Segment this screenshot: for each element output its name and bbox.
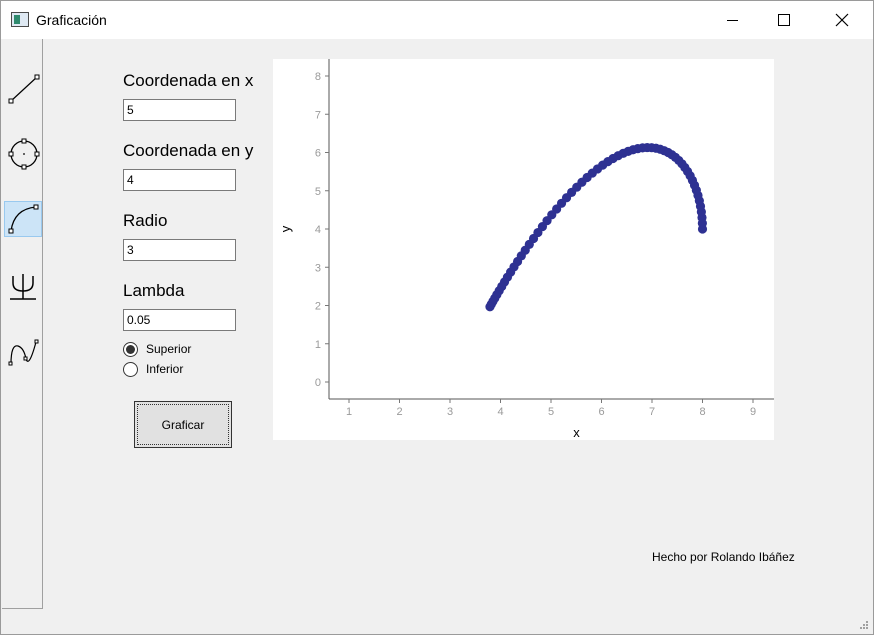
close-button[interactable] [819,1,865,39]
curve-icon [8,339,39,366]
radio-selected-dot [126,344,135,354]
minimize-button[interactable] [709,1,755,39]
radio-inferior-label: Inferior [146,362,184,376]
data-point [485,302,495,312]
circle-icon [8,138,40,170]
y-tick-label: 5 [315,186,321,198]
x-axis-title: x [573,425,580,440]
y-tick-label: 3 [315,262,321,274]
plot-area: 1 2 3 4 5 6 7 8 9 0 1 2 3 4 5 6 7 8 x y [273,59,774,440]
y-tick-label: 4 [315,224,321,236]
radio-superior[interactable]: Superior [123,340,191,358]
tool-sidebar [2,39,43,609]
y-tick-label: 7 [315,109,321,121]
x-tick-label: 5 [548,406,554,418]
x-tick-label: 7 [649,406,655,418]
psi-icon [10,274,36,300]
graficar-button[interactable]: Graficar [134,401,232,448]
radio-inferior-circle[interactable] [123,361,138,377]
close-icon [835,13,849,27]
y-coordinate-label: Coordenada en y [123,141,254,160]
y-tick-label: 0 [315,377,321,389]
y-tick-label: 2 [315,301,321,313]
circle-tool-button[interactable] [4,135,42,171]
resize-grip-icon[interactable] [859,620,869,630]
arc-tool-button[interactable] [4,201,42,237]
x-tick-label: 4 [497,406,503,418]
psi-tool-button[interactable] [4,269,42,305]
radius-label: Radio [123,211,168,230]
line-tool-button[interactable] [4,71,42,107]
x-coordinate-label: Coordenada en x [123,71,254,90]
y-tick-label: 1 [315,339,321,351]
y-tick-label: 8 [315,71,321,83]
app-icon [11,12,29,27]
x-tick-label: 2 [396,406,402,418]
x-tick-label: 3 [447,406,453,418]
y-coordinate-input[interactable] [123,169,236,191]
radio-inferior[interactable]: Inferior [123,360,183,378]
x-tick-label: 6 [598,406,604,418]
radio-superior-label: Superior [146,342,192,356]
y-axis-title: y [278,225,293,232]
curve-tool-button[interactable] [4,333,42,369]
maximize-icon [778,14,790,26]
scatter-plot: 1 2 3 4 5 6 7 8 9 0 1 2 3 4 5 6 7 8 x y [278,59,774,440]
window-title: Graficación [36,12,107,28]
radius-input[interactable] [123,239,236,261]
maximize-button[interactable] [761,1,807,39]
lambda-input[interactable] [123,309,236,331]
line-icon [8,74,40,104]
x-coordinate-input[interactable] [123,99,236,121]
arc-icon [8,204,39,234]
author-credit: Hecho por Rolando Ibáñez [652,550,795,564]
minimize-icon [726,19,738,21]
x-tick-label: 1 [346,406,352,418]
x-tick-label: 9 [750,406,756,418]
x-tick-label: 8 [699,406,705,418]
y-tick-label: 6 [315,148,321,160]
radio-superior-circle[interactable] [123,341,138,357]
title-bar: Graficación [1,1,873,39]
lambda-label: Lambda [123,281,185,300]
